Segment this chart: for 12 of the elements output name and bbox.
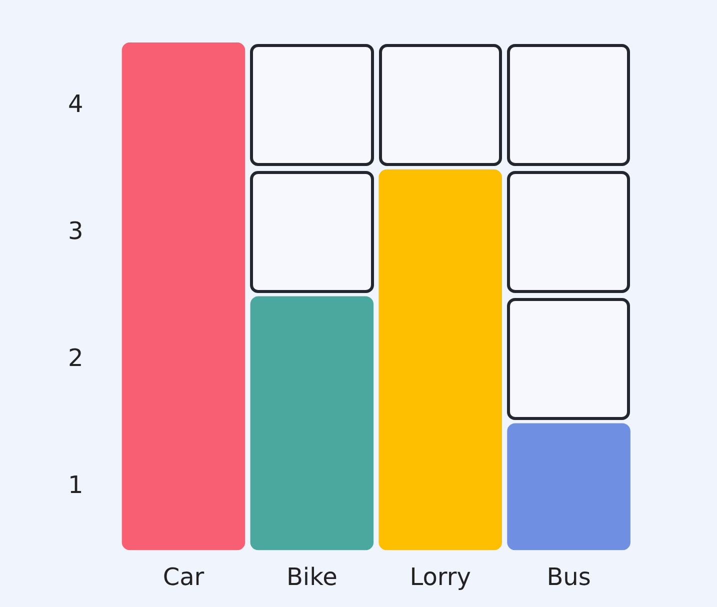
y-tick-label: 2 — [68, 344, 84, 372]
y-tick-label: 3 — [68, 217, 84, 246]
x-tick-label: Car — [162, 562, 204, 591]
bar — [250, 296, 374, 550]
x-tick-label: Bus — [546, 562, 591, 591]
bar — [122, 42, 246, 550]
bar — [378, 169, 502, 550]
y-tick-label: 1 — [68, 470, 84, 499]
y-tick-label: 4 — [68, 90, 84, 118]
x-tick-label: Lorry — [410, 562, 471, 591]
x-tick-label: Bike — [286, 562, 338, 591]
bar — [507, 423, 630, 550]
